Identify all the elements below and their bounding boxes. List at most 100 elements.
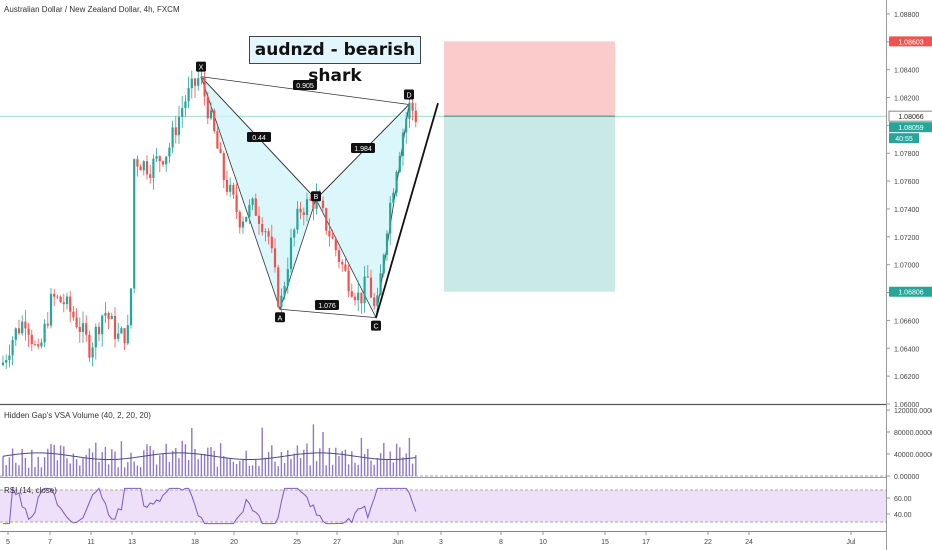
candle-up — [296, 208, 299, 230]
candle-down — [27, 328, 30, 335]
price-tick-label: 1.08400 — [894, 68, 919, 75]
candle-up — [21, 321, 24, 334]
candle-down — [24, 321, 27, 329]
candle-up — [382, 254, 385, 274]
price-tick-label: 1.07400 — [894, 207, 919, 214]
candle-up — [49, 293, 53, 326]
candle-down — [30, 334, 33, 345]
candle-up — [126, 325, 129, 344]
price-tick-label: 1.06200 — [894, 374, 919, 381]
point-label-a: A — [278, 315, 283, 322]
candle-down — [302, 212, 305, 216]
candle-up — [286, 269, 289, 287]
position-zones — [0, 41, 886, 292]
ratio-label-bg — [351, 143, 375, 153]
ratio-label-bg — [315, 300, 339, 310]
harmonic-pattern — [200, 76, 439, 319]
candle-down — [72, 311, 75, 318]
candle-up — [40, 342, 43, 347]
candle-down — [225, 179, 229, 192]
point-label-b: B — [314, 194, 319, 201]
candles — [1, 65, 417, 370]
candle-up — [94, 326, 97, 348]
candle-down — [219, 148, 222, 154]
candle-up — [155, 156, 158, 159]
candle-down — [107, 313, 110, 320]
point-label-b-bg — [311, 191, 321, 202]
candle-up — [385, 233, 389, 255]
candle-up — [142, 161, 145, 171]
candle-up — [200, 76, 203, 79]
rsi-tick-label: 60.00 — [894, 496, 912, 503]
candle-up — [283, 286, 286, 296]
candle-up — [14, 328, 17, 340]
candle-up — [91, 347, 94, 358]
volume-tick-label: 0.00000 — [894, 474, 919, 481]
time-tick-label: 10 — [539, 539, 547, 546]
candle-down — [78, 326, 81, 333]
candle-up — [81, 323, 85, 333]
candle-up — [133, 159, 136, 289]
candle-down — [149, 174, 152, 178]
candle-up — [187, 88, 190, 102]
trend-line — [375, 102, 439, 318]
time-tick-label: 15 — [601, 539, 609, 546]
candle-up — [395, 171, 398, 193]
candle-up — [181, 108, 184, 117]
price-tick-label: 1.07600 — [894, 179, 919, 186]
candle-down — [328, 230, 331, 237]
candle-up — [363, 276, 366, 304]
candle-up — [245, 216, 248, 222]
candle-up — [168, 147, 171, 157]
candle-down — [123, 328, 126, 344]
candle-up — [264, 231, 267, 233]
candle-up — [405, 118, 408, 133]
take-profit-zone — [444, 116, 615, 292]
price-tick-label: 1.08800 — [894, 12, 919, 19]
candle-up — [65, 296, 69, 305]
candle-up — [241, 221, 245, 228]
price-axis: 1.088001.086001.084001.082001.080001.078… — [886, 12, 932, 409]
ratio-label: 0.905 — [296, 83, 314, 90]
time-tick-label: 22 — [704, 539, 712, 546]
symbol-title: Australian Dollar / New Zealand Dollar, … — [4, 5, 180, 14]
candle-up — [197, 78, 200, 86]
candle-up — [165, 156, 168, 165]
ratio-label-bg — [293, 80, 317, 90]
point-label-c-bg — [371, 320, 381, 331]
candle-down — [216, 131, 219, 149]
candle-down — [373, 297, 376, 306]
candle-up — [229, 184, 232, 192]
candle-down — [270, 236, 273, 249]
ratio-label: 1.984 — [354, 146, 372, 153]
volume-pane: 120000.00000 80000.00000 40000.00000 0.0000… — [0, 408, 932, 481]
candle-down — [59, 296, 62, 303]
price-tick-label: 1.08200 — [894, 96, 919, 103]
time-tick-label: 8 — [499, 539, 503, 546]
candle-down — [411, 102, 414, 111]
ratio-label: 1.076 — [318, 303, 336, 310]
rsi-pane: 60.00 40.00 — [0, 486, 912, 525]
candle-up — [190, 78, 193, 89]
last-price-label: 1.08059 — [898, 125, 923, 132]
candle-down — [273, 248, 277, 268]
annotation-title[interactable]: audnzd - bearish shark — [249, 36, 421, 86]
candle-up — [305, 199, 309, 216]
candle-up — [152, 158, 155, 178]
point-label-x-bg — [196, 61, 206, 72]
candle-up — [129, 288, 133, 326]
target-price-label: 1.06806 — [898, 290, 923, 297]
candle-up — [289, 237, 293, 270]
ratio-label-bg — [247, 132, 271, 142]
candle-down — [113, 315, 117, 339]
candle-down — [325, 208, 328, 231]
candle-up — [389, 202, 392, 234]
candle-down — [174, 127, 177, 136]
time-tick-label: 13 — [128, 539, 136, 546]
candle-up — [110, 315, 113, 320]
candle-down — [97, 326, 101, 335]
candle-up — [43, 323, 46, 343]
rsi-tick-label: 40.00 — [894, 512, 912, 519]
candle-up — [376, 295, 379, 306]
